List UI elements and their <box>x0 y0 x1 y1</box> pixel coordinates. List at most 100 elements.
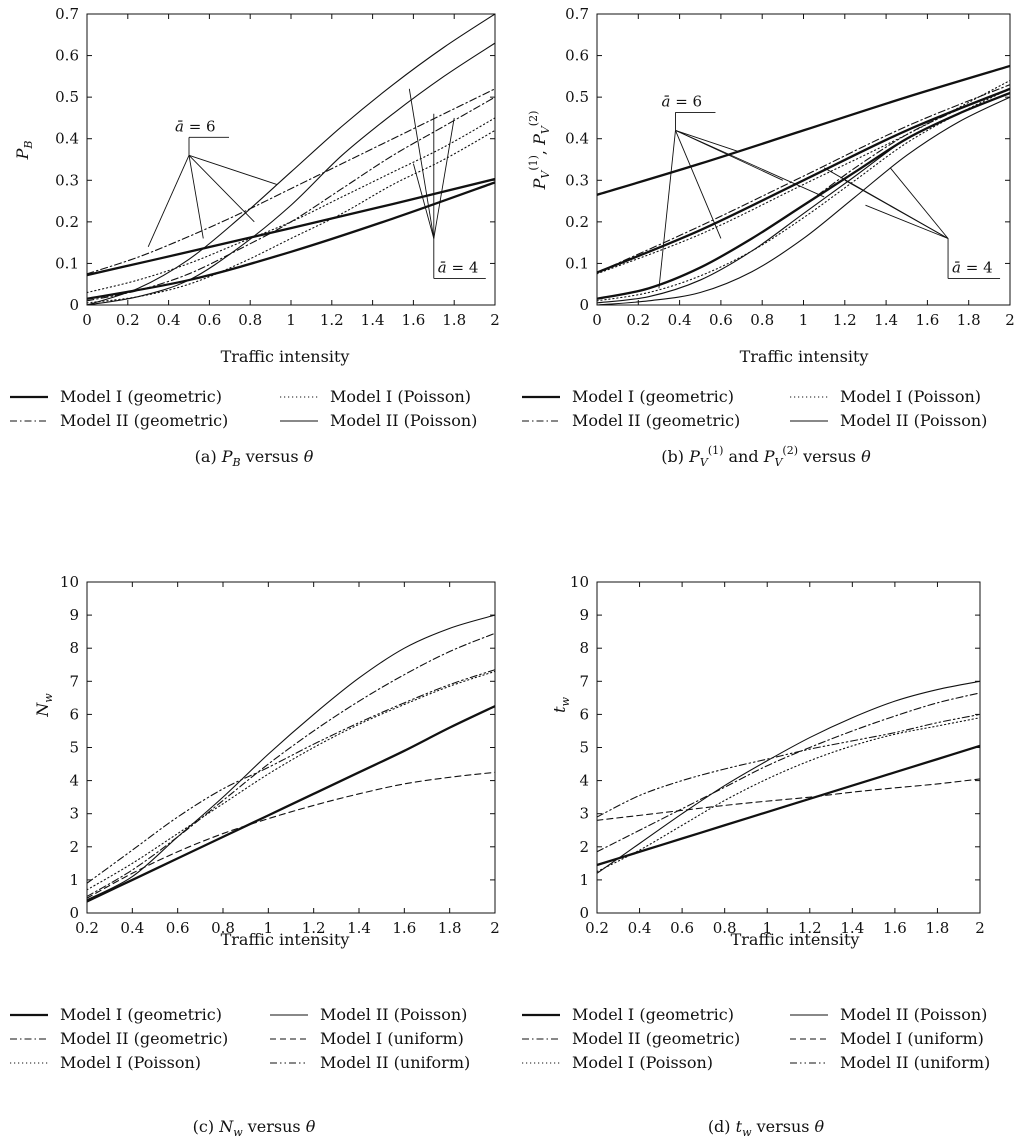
y-tick-label: 0.3 <box>565 171 589 189</box>
x-tick-label: 1 <box>762 919 772 937</box>
x-tick-label: 0.2 <box>585 919 609 937</box>
x-tick-label: 1.8 <box>926 919 950 937</box>
series-line-dotted <box>597 717 980 873</box>
y-tick-label: 5 <box>69 739 79 757</box>
y-tick-label: 1 <box>69 871 79 889</box>
x-tick-label: 0.4 <box>157 311 181 329</box>
legend-label: Model II (geometric) <box>60 1029 228 1048</box>
panel-b-plot: 0 0.2 0.4 0.6 0.8 1 1.2 1.4 1.6 1.8 2 0 0.1 0.2 0.3 0.4… <box>565 5 1015 329</box>
legend-label: Model I (Poisson) <box>60 1053 201 1072</box>
x-tick-label: 1.6 <box>915 311 939 329</box>
annotation-leader-line <box>188 155 255 223</box>
legend-label: Model II (uniform) <box>840 1053 990 1072</box>
series-line-thick <box>87 704 495 903</box>
series-line-thick <box>597 64 1010 196</box>
legend-label: Model I (Poisson) <box>330 387 471 406</box>
y-tick-label: 0.2 <box>565 213 589 231</box>
x-tick-label: 0 <box>82 311 92 329</box>
x-tick-label: 0.6 <box>197 311 221 329</box>
annotation-leader-line <box>889 167 949 239</box>
legend-label: Model II (geometric) <box>572 1029 740 1048</box>
y-tick-label: 10 <box>60 573 79 591</box>
panel-b-legend: Model I (geometric) Model I (Poisson) Mode… <box>522 387 987 430</box>
x-tick-label: 0.4 <box>668 311 692 329</box>
y-tick-label: 0 <box>579 296 589 314</box>
y-tick-label: 9 <box>579 606 589 624</box>
y-tick-label: 3 <box>69 805 79 823</box>
panel-c-ylabel: Nw <box>33 693 55 718</box>
panel-c: 0.2 0.4 0.6 0.8 1 1.2 1.4 1.6 1.8 2 0 1 2 3 4 5 6 7 8 9 10 T… <box>10 573 500 1139</box>
y-tick-label: 0.3 <box>55 171 79 189</box>
series-line-thick <box>597 87 1010 274</box>
annotation-leader-line <box>188 154 277 185</box>
annotation-leader-line <box>408 88 435 239</box>
legend-label: Model II (Poisson) <box>320 1005 467 1024</box>
x-tick-label: 2 <box>490 311 500 329</box>
x-tick-label: 1.4 <box>361 311 385 329</box>
panel-a-ylabel: PB <box>13 141 35 161</box>
panel-a-plot: 0 0.2 0.4 0.6 0.8 1 1.2 1.4 1.6 1.8 2 0 0.1 0.2 0.3 0.4… <box>55 5 500 329</box>
series-line-dashdotdot <box>597 713 980 818</box>
y-tick-label: 1 <box>579 871 589 889</box>
x-tick-label: 1 <box>799 311 809 329</box>
legend-label: Model II (uniform) <box>320 1053 470 1072</box>
x-tick-label: 1.8 <box>442 311 466 329</box>
panel-c-plot: 0.2 0.4 0.6 0.8 1 1.2 1.4 1.6 1.8 2 0 1 2 3 4 5 6 7 8 9 10 <box>60 573 500 937</box>
x-tick-label: 1.2 <box>302 919 326 937</box>
y-tick-label: 0.5 <box>565 88 589 106</box>
x-tick-label: 0.8 <box>211 919 235 937</box>
series-line-dashdot <box>597 84 1010 274</box>
legend-label: Model II (geometric) <box>572 411 740 430</box>
y-tick-label: 8 <box>579 639 589 657</box>
legend-label: Model I (uniform) <box>840 1029 984 1048</box>
y-tick-label: 0.1 <box>565 254 589 272</box>
y-tick-label: 0 <box>69 904 79 922</box>
series-line-thick <box>597 744 980 867</box>
panel-d: 0.2 0.4 0.6 0.8 1 1.2 1.4 1.6 1.8 2 0 1 2 3 4 5 6 7 8 9 10 T… <box>522 573 990 1139</box>
panel-d-xlabel: Traffic intensity <box>731 930 860 949</box>
annotation-leader-line <box>658 130 676 289</box>
y-tick-label: 3 <box>579 805 589 823</box>
legend-label: Model I (geometric) <box>60 1005 222 1024</box>
x-tick-label: 0.6 <box>709 311 733 329</box>
x-tick-label: 0.4 <box>628 919 652 937</box>
annotation-label: ā = 6 <box>661 92 702 110</box>
y-tick-label: 7 <box>579 672 589 690</box>
x-tick-label: 0.6 <box>670 919 694 937</box>
x-tick-label: 0 <box>592 311 602 329</box>
panel-a-caption: (a) PB versus θ <box>195 447 314 469</box>
panel-b-ylabel: PV(1), PV(2) <box>527 111 552 191</box>
panel-d-caption: (d) tw versus θ <box>708 1117 825 1139</box>
y-tick-label: 0.6 <box>565 47 589 65</box>
legend-label: Model II (Poisson) <box>840 1005 987 1024</box>
series-line-dotted <box>87 670 495 891</box>
series-line-thin <box>597 96 1010 305</box>
panel-a: 0 0.2 0.4 0.6 0.8 1 1.2 1.4 1.6 1.8 2 0 0.1 0.2 0.3 0.4… <box>10 5 500 469</box>
annotation-leader-line <box>188 155 204 239</box>
panel-c-legend: Model I (geometric) Model II (Poisson) Mod… <box>10 1005 470 1072</box>
y-tick-label: 0 <box>579 904 589 922</box>
series-line-dashdot <box>597 88 1010 300</box>
y-tick-label: 0.4 <box>565 130 589 148</box>
x-tick-label: 1.2 <box>833 311 857 329</box>
legend-label: Model I (geometric) <box>572 1005 734 1024</box>
legend-label: Model I (Poisson) <box>840 387 981 406</box>
y-tick-label: 8 <box>69 639 79 657</box>
x-tick-label: 0.6 <box>166 919 190 937</box>
annotation-label: ā = 6 <box>175 117 216 135</box>
y-tick-label: 4 <box>69 772 79 790</box>
panel-b-caption: (b) PV(1) and PV(2) versus θ <box>661 444 871 469</box>
x-tick-label: 1.6 <box>392 919 416 937</box>
x-tick-label: 1 <box>286 311 296 329</box>
panel-d-frame <box>596 581 981 914</box>
series-line-dashdotdot <box>87 669 495 884</box>
panel-b: 0 0.2 0.4 0.6 0.8 1 1.2 1.4 1.6 1.8 2 0 0.1 0.2 0.3 0.4… <box>522 5 1015 469</box>
series-line-dashed <box>597 778 980 821</box>
x-tick-label: 1 <box>264 919 274 937</box>
series-line-thin <box>597 92 1010 304</box>
annotation-label: ā = 4 <box>438 258 479 276</box>
annotation-leader-line <box>675 129 825 198</box>
x-tick-label: 0.2 <box>626 311 650 329</box>
panel-d-plot: 0.2 0.4 0.6 0.8 1 1.2 1.4 1.6 1.8 2 0 1 2 3 4 5 6 7 8 9 10 <box>570 573 985 937</box>
